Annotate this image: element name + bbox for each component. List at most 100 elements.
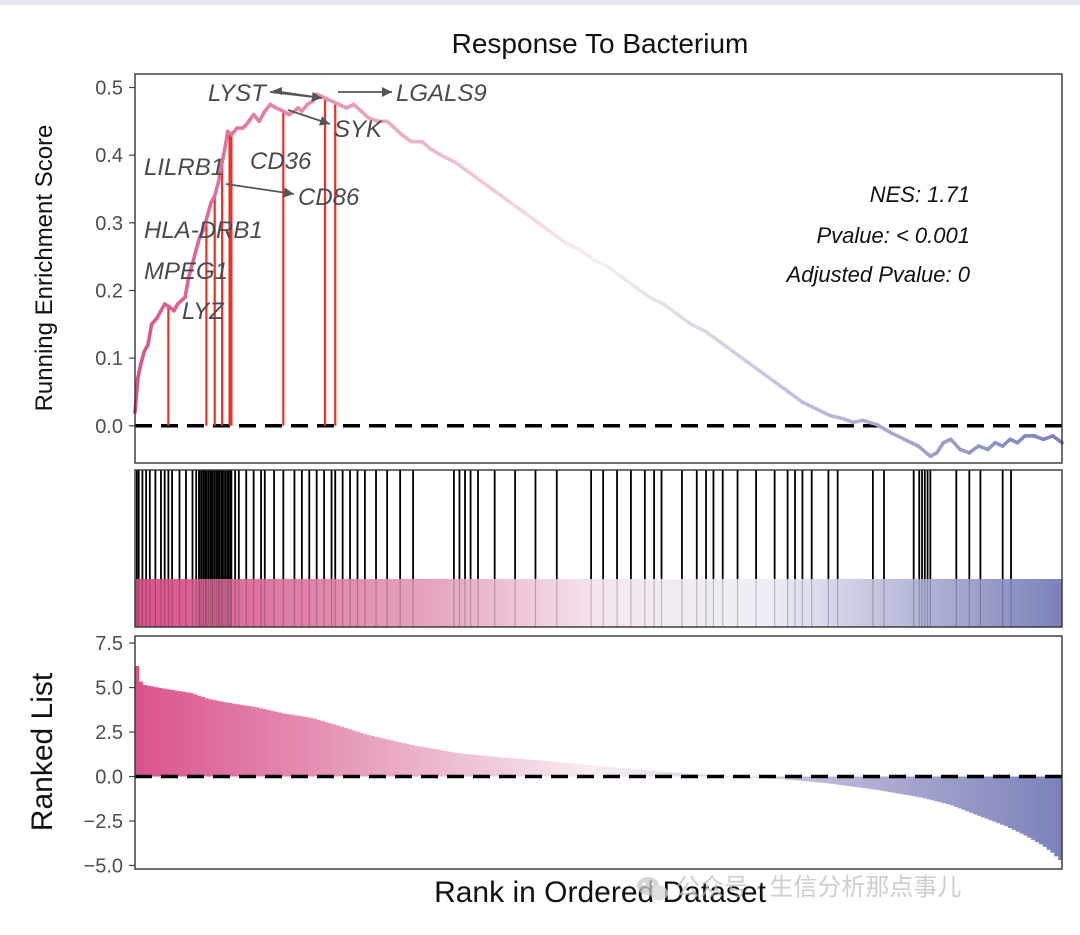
ranked-list-panel: −5.0−2.50.02.55.07.5 bbox=[84, 633, 1063, 877]
ranked-metric-bar bbox=[1016, 777, 1020, 832]
ranked-metric-bar bbox=[374, 737, 378, 777]
y-tick-label: 5.0 bbox=[95, 678, 123, 700]
ranked-metric-bar bbox=[888, 777, 892, 793]
ranked-metric-bar bbox=[456, 753, 460, 776]
ranked-metric-bar bbox=[1023, 777, 1027, 836]
ranked-metric-bar bbox=[1047, 777, 1051, 850]
ranked-metric-bar bbox=[147, 686, 151, 777]
ranked-metric-bar bbox=[672, 773, 676, 777]
ranked-metric-bar bbox=[475, 755, 479, 776]
ranked-metric-bar bbox=[193, 694, 197, 776]
ranked-metric-bar bbox=[158, 688, 162, 777]
watermark: 公众号 · 生信分析那点事儿 bbox=[637, 874, 961, 901]
ranked-metric-bar bbox=[514, 759, 518, 777]
stat-text: Adjusted Pvalue: 0 bbox=[785, 262, 971, 287]
ranked-metric-bar bbox=[301, 717, 305, 777]
ranked-metric-bar bbox=[390, 740, 394, 776]
ranked-metric-bar bbox=[989, 777, 993, 821]
ranked-metric-bar bbox=[347, 729, 351, 776]
ranked-metric-bar bbox=[533, 760, 537, 776]
y-axis-label-ranked: Ranked List bbox=[26, 672, 59, 831]
ranked-metric-bar bbox=[224, 702, 228, 776]
ranked-metric-bar bbox=[544, 761, 548, 777]
window-edge bbox=[0, 0, 1080, 5]
ranked-metric-bar bbox=[235, 704, 239, 776]
ranked-metric-bar bbox=[290, 715, 294, 777]
ranked-metric-bar bbox=[367, 735, 371, 776]
ranked-metric-bar bbox=[494, 757, 498, 777]
ranked-metric-bar bbox=[286, 714, 290, 776]
ranked-metric-bar bbox=[900, 777, 904, 795]
y-axis-label-enrichment: Running Enrichment Score bbox=[31, 125, 58, 412]
ranked-metric-bar bbox=[935, 777, 939, 802]
ranked-metric-bar bbox=[931, 777, 935, 801]
ranked-metric-bar bbox=[506, 758, 510, 777]
ranked-metric-bar bbox=[417, 746, 421, 776]
ranked-metric-bar bbox=[973, 777, 977, 815]
gene-label: MPEG1 bbox=[144, 258, 228, 285]
ranked-metric-bar bbox=[911, 777, 915, 797]
ranked-metric-bar bbox=[452, 752, 456, 776]
ranked-metric-bar bbox=[181, 692, 185, 777]
ranked-metric-bar bbox=[521, 759, 525, 776]
ranked-metric-bar bbox=[483, 756, 487, 777]
ranked-metric-bar bbox=[444, 751, 448, 776]
ranked-metric-bar bbox=[208, 699, 212, 776]
ranked-metric-bar bbox=[1039, 777, 1043, 845]
ranked-metric-bar bbox=[954, 777, 958, 807]
ranked-metric-bar bbox=[309, 718, 313, 777]
ranked-metric-bar bbox=[398, 742, 402, 776]
ranked-metric-bar bbox=[270, 711, 274, 777]
ranked-metric-bar bbox=[1008, 777, 1012, 828]
ranked-metric-bar bbox=[490, 757, 494, 777]
ranked-metric-bar bbox=[556, 762, 560, 777]
ranked-metric-bar bbox=[877, 777, 881, 791]
ranked-metric-bar bbox=[328, 723, 332, 776]
ranked-metric-bar bbox=[320, 721, 324, 776]
y-tick-label: 0.0 bbox=[95, 767, 123, 789]
stat-text: NES: 1.71 bbox=[870, 182, 970, 207]
ranked-metric-bar bbox=[317, 720, 321, 777]
ranked-metric-bar bbox=[869, 777, 873, 790]
ranked-metric-bar bbox=[904, 777, 908, 795]
ranked-metric-bar bbox=[571, 763, 575, 776]
ranked-metric-bar bbox=[965, 777, 969, 812]
ranked-metric-bar bbox=[336, 725, 340, 776]
ranked-metric-bar bbox=[927, 777, 931, 800]
ranked-metric-bar bbox=[583, 765, 587, 777]
ranked-metric-bar bbox=[498, 757, 502, 776]
ranked-metric-bar bbox=[162, 689, 166, 777]
ranked-metric-bar bbox=[780, 777, 784, 780]
ranked-metric-bar bbox=[247, 706, 251, 776]
ranked-metric-bar bbox=[409, 745, 413, 777]
ranked-metric-bar bbox=[753, 777, 757, 778]
gene-label: HLA-DRB1 bbox=[144, 217, 263, 244]
ranked-metric-bar bbox=[394, 741, 398, 776]
ranked-metric-bar bbox=[726, 776, 730, 777]
ranked-metric-bar bbox=[969, 777, 973, 813]
ranked-metric-bar bbox=[853, 777, 857, 787]
ranked-metric-bar bbox=[958, 777, 962, 809]
ranked-metric-bar bbox=[985, 777, 989, 819]
ranked-metric-bar bbox=[425, 748, 429, 777]
y-tick-label: 0.4 bbox=[95, 145, 123, 167]
ranked-metric-bar bbox=[599, 766, 603, 776]
ranked-metric-bar bbox=[282, 713, 286, 776]
ranked-metric-bar bbox=[432, 749, 436, 776]
ranked-metric-bar bbox=[950, 777, 954, 806]
ranked-metric-bar bbox=[177, 691, 181, 776]
ranked-metric-bar bbox=[1027, 777, 1031, 838]
ranked-metric-bar bbox=[529, 760, 533, 777]
stat-text: Pvalue: < 0.001 bbox=[816, 223, 970, 248]
ranked-metric-bar bbox=[216, 701, 220, 777]
ranked-metric-bar bbox=[232, 704, 236, 777]
ranked-metric-bar bbox=[189, 693, 193, 776]
ranked-metric-bar bbox=[220, 702, 224, 777]
ranked-metric-bar bbox=[154, 687, 158, 776]
ranked-metric-bar bbox=[266, 710, 270, 777]
ranked-metric-bar bbox=[143, 685, 147, 777]
y-tick-label: −5.0 bbox=[84, 855, 123, 877]
